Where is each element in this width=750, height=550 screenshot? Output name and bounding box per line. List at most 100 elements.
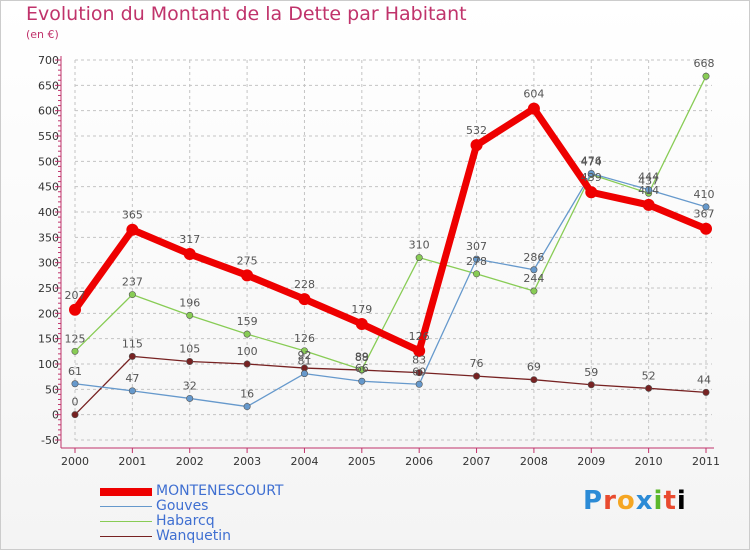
data-label: 89 [355, 351, 369, 364]
data-label: 476 [581, 154, 602, 167]
x-tick-label: 2005 [348, 455, 376, 468]
data-label: 16 [240, 388, 254, 401]
data-label: 278 [466, 255, 487, 268]
data-point-wanquetin [473, 372, 481, 380]
x-tick-label: 2009 [577, 455, 605, 468]
data-point-habarcq [128, 291, 136, 299]
data-label: 32 [183, 379, 197, 392]
legend-label: Gouves [156, 498, 209, 514]
data-point-habarcq [358, 366, 366, 374]
series-line-wanquetin [74, 355, 707, 416]
data-label: 59 [584, 366, 598, 379]
legend-swatch-gouves [100, 506, 152, 507]
data-point-wanquetin [587, 381, 595, 389]
data-label: 88 [355, 351, 369, 364]
x-tick-label: 2003 [233, 455, 261, 468]
data-point-habarcq [300, 347, 308, 355]
legend-item-habarcq[interactable]: Habarcq [100, 513, 400, 529]
data-point-wanquetin [702, 388, 710, 396]
data-label: 60 [412, 365, 426, 378]
data-point-wanquetin [530, 376, 538, 384]
x-tick-label: 2008 [520, 455, 548, 468]
chart-subtitle: (en €) [26, 28, 59, 41]
data-label: 437 [638, 174, 659, 187]
data-label: 244 [523, 272, 544, 285]
data-point-gouves [473, 255, 481, 263]
x-tick-label: 2001 [118, 455, 146, 468]
data-point-montenescourt [126, 223, 139, 236]
data-point-habarcq [530, 287, 538, 295]
data-point-gouves [243, 403, 251, 411]
y-tick-label: 400 [38, 206, 59, 219]
legend-item-wanquetin[interactable]: Wanquetin [100, 528, 400, 544]
y-tick-label: 150 [38, 333, 59, 346]
data-point-wanquetin [415, 369, 423, 377]
series-line-gouves [74, 172, 707, 408]
data-label: 317 [179, 233, 200, 246]
data-label: 61 [68, 365, 82, 378]
axes: -50 0 50 100 150 200 250 300 350 400 450 500 550 600 6… [38, 54, 720, 468]
data-label: 310 [409, 239, 430, 252]
data-point-gouves [128, 387, 136, 395]
data-label: 237 [122, 276, 143, 289]
data-point-gouves [186, 394, 194, 402]
y-tick-label: 600 [38, 105, 59, 118]
chart-title: Evolution du Montant de la Dette par Hab… [26, 3, 467, 25]
y-tick-label: 100 [38, 358, 59, 371]
data-point-wanquetin [128, 352, 136, 360]
data-point-wanquetin [243, 360, 251, 368]
y-tick-label: 650 [38, 79, 59, 92]
data-label: 604 [523, 88, 544, 101]
data-point-habarcq [243, 330, 251, 338]
x-tick-label: 2000 [61, 455, 89, 468]
legend-swatch-wanquetin [100, 536, 152, 537]
x-tick-label: 2004 [290, 455, 318, 468]
legend-label: Habarcq [156, 513, 215, 529]
data-label: 207 [65, 289, 86, 302]
data-label: 179 [351, 303, 372, 316]
data-label: 126 [294, 332, 315, 345]
data-label: 66 [355, 362, 369, 375]
data-label: 286 [523, 251, 544, 264]
data-point-gouves [358, 377, 366, 385]
data-label: 44 [697, 373, 711, 386]
x-tick-label: 2010 [635, 455, 663, 468]
data-point-habarcq [415, 254, 423, 262]
data-label: 365 [122, 209, 143, 222]
data-point-habarcq [186, 311, 194, 319]
data-point-montenescourt [69, 303, 81, 316]
data-point-wanquetin [645, 384, 653, 392]
x-tick-label: 2007 [463, 455, 491, 468]
data-label: 100 [237, 345, 258, 358]
data-point-gouves [300, 370, 308, 378]
legend: MONTENESCOURT Gouves Habarcq Wanquetin [100, 483, 400, 544]
data-label: 52 [642, 369, 656, 382]
data-label: 81 [297, 355, 311, 368]
y-tick-label: 550 [38, 130, 59, 143]
data-point-montenescourt [470, 139, 483, 152]
data-label: 125 [65, 332, 86, 345]
data-point-wanquetin [71, 411, 79, 419]
data-point-montenescourt [642, 198, 655, 211]
data-label: 47 [125, 372, 139, 385]
data-label: 196 [179, 296, 200, 309]
legend-item-gouves[interactable]: Gouves [100, 498, 400, 514]
data-label: 76 [470, 357, 484, 370]
data-point-montenescourt [355, 317, 368, 330]
legend-swatch-habarcq [100, 521, 152, 522]
y-tick-label: 250 [38, 282, 59, 295]
data-point-montenescourt [183, 248, 196, 261]
data-label: 668 [694, 57, 715, 70]
data-point-montenescourt [298, 293, 311, 306]
y-tick-label: 200 [38, 307, 59, 320]
series-lines [69, 72, 712, 419]
y-tick-label: 450 [38, 181, 59, 194]
data-label: 228 [294, 278, 315, 291]
data-point-gouves [645, 186, 653, 194]
data-label: 92 [297, 349, 311, 362]
grid-lines [74, 59, 712, 441]
data-point-montenescourt [241, 269, 254, 282]
legend-item-montenescourt[interactable]: MONTENESCOURT [100, 483, 400, 499]
data-label: 159 [237, 315, 258, 328]
